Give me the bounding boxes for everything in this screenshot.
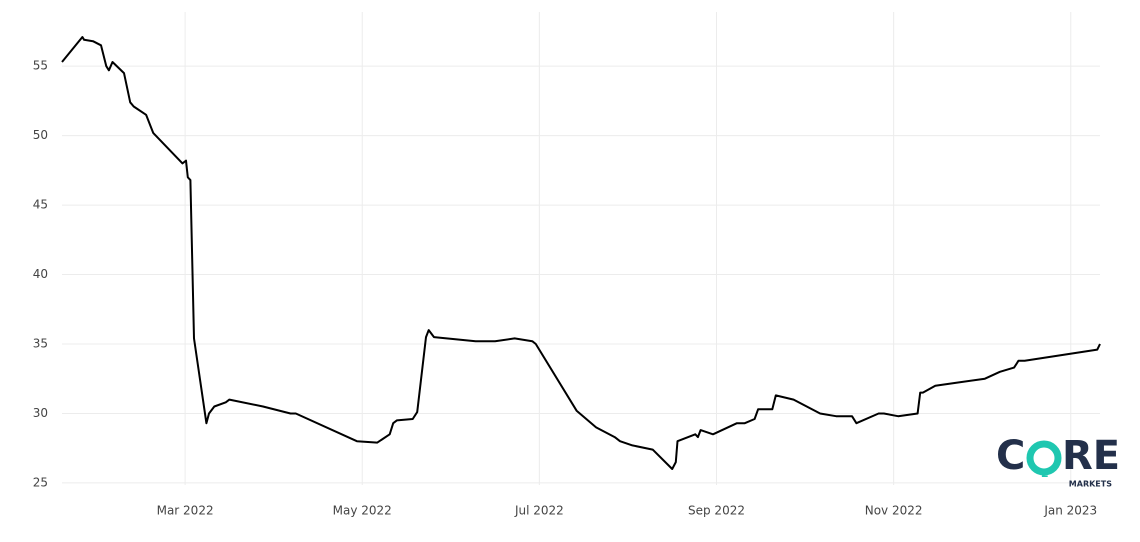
y-tick-label: 30	[33, 406, 48, 420]
x-tick-label: Sep 2022	[688, 504, 745, 518]
y-tick-label: 35	[33, 337, 48, 351]
logo-tagline: MARKETS	[1069, 480, 1112, 489]
x-tick-label: Mar 2022	[157, 504, 214, 518]
logo: C 2 RE MARKETS	[996, 433, 1120, 489]
logo-subscript: 2	[1041, 467, 1049, 480]
line-series	[61, 36, 1101, 470]
y-tick-label: 55	[33, 59, 48, 73]
y-tick-label: 25	[33, 475, 48, 489]
x-tick-label: Jul 2022	[514, 504, 564, 518]
x-tick-label: Nov 2022	[865, 504, 923, 518]
logo-ring	[1026, 440, 1062, 476]
y-tick-label: 50	[33, 128, 48, 142]
y-tick-label: 45	[33, 198, 48, 212]
x-tick-label: Jan 2023	[1043, 504, 1097, 518]
logo-left: C	[996, 433, 1025, 479]
logo-right: RE	[1062, 433, 1120, 479]
x-tick-label: May 2022	[333, 504, 392, 518]
y-tick-label: 40	[33, 267, 48, 281]
